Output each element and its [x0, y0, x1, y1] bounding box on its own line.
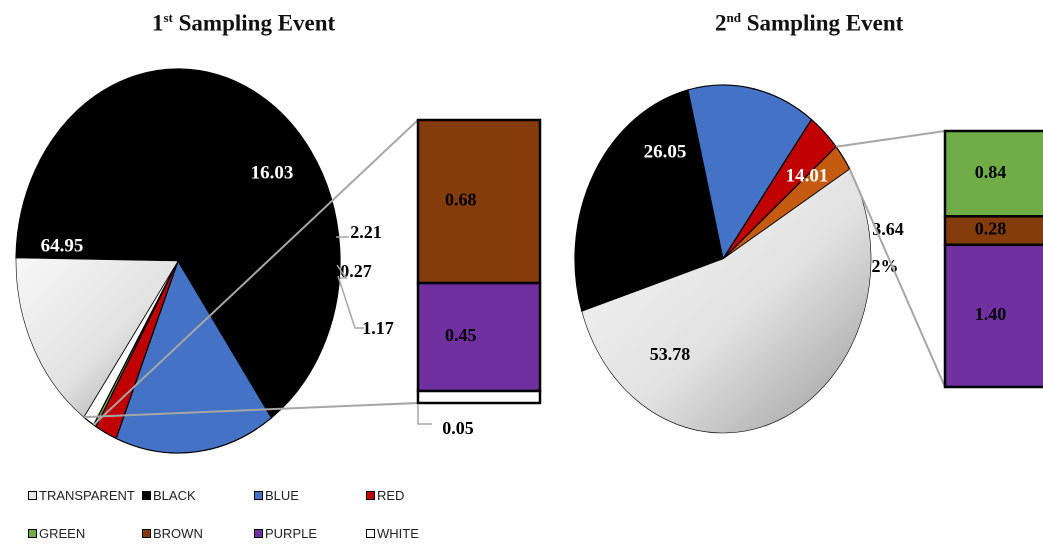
chart-2-title-suffix: nd [726, 10, 741, 25]
bar-label-white: 0.05 [442, 418, 474, 438]
legend-swatch-purple [254, 529, 263, 538]
legend-label-transparent: TRANSPARENT [39, 488, 135, 503]
bar-label-purple: 0.45 [445, 325, 477, 345]
chart-2: 26.05 14.01 3.64 2% 53.78 0.84 0.28 1.40 [574, 84, 1043, 434]
pie-slice-transparent [581, 168, 872, 434]
connector-line-top [92, 119, 419, 426]
bar-label-brown: 0.28 [975, 219, 1007, 239]
chart-1-title-num: 1 [152, 10, 164, 36]
pie-label-transparent: 15.36 [256, 315, 297, 335]
pie-slice-blue [115, 259, 273, 454]
chart-1-title: 1st Sampling Event [152, 10, 335, 37]
pie-label-other: 2% [872, 256, 899, 276]
bar-label-green: 0.84 [975, 162, 1007, 182]
bar-segment-green [943, 129, 1043, 218]
legend-swatch-black [142, 491, 151, 500]
pie-label-blue: 16.03 [251, 162, 294, 183]
legend-swatch-green [28, 529, 37, 538]
bar-label-purple: 1.40 [975, 304, 1007, 324]
pie-label-other: 1.17 [362, 318, 394, 338]
legend-label-blue: BLUE [265, 488, 299, 503]
pie-label-green: 0.27 [340, 261, 372, 281]
pie-label-transparent: 53.78 [650, 344, 691, 364]
leader-line-green [336, 264, 348, 279]
chart-1: 64.95 16.03 2.21 0.27 1.17 15.36 0.68 0.45 0.05 [15, 68, 542, 454]
legend-item-transparent: TRANSPARENT [28, 488, 135, 503]
connector-line-top [835, 130, 946, 148]
pie-label-red: 3.64 [872, 219, 904, 239]
legend-item-white: WHITE [366, 526, 419, 541]
chart-1-title-suffix: st [163, 10, 173, 25]
legend-item-blue: BLUE [254, 488, 299, 503]
legend-swatch-red [366, 491, 375, 500]
legend-label-white: WHITE [377, 526, 419, 541]
pie-label-black: 26.05 [644, 141, 687, 162]
legend-item-black: BLACK [142, 488, 196, 503]
legend-item-purple: PURPLE [254, 526, 317, 541]
legend-item-brown: BROWN [142, 526, 203, 541]
bar-segment-brown [416, 118, 542, 285]
legend-label-green: GREEN [39, 526, 86, 541]
chart-1-title-main: Sampling Event [178, 10, 336, 36]
legend-label-black: BLACK [153, 488, 196, 503]
pie-slice-black [574, 89, 724, 313]
chart-2-title-main: Sampling Event [746, 10, 904, 36]
pie-slice-transparent [15, 257, 179, 418]
legend-label-brown: BROWN [153, 526, 203, 541]
legend-swatch-blue [254, 491, 263, 500]
legend-swatch-brown [142, 529, 151, 538]
pie-label-red: 2.21 [350, 222, 382, 242]
legend-item-red: RED [366, 488, 404, 503]
legend-label-red: RED [377, 488, 405, 503]
pie-slice-black [15, 68, 341, 419]
pie-label-black: 64.95 [41, 235, 84, 256]
leader-line-other [337, 275, 364, 329]
pie-slice-blue [687, 84, 813, 261]
bar-segment-purple [416, 281, 542, 393]
pie-label-blue: 14.01 [786, 165, 829, 186]
connector-line-bottom [83, 402, 419, 419]
legend-swatch-transparent [28, 491, 37, 500]
connector-line-bottom [848, 168, 946, 388]
chart-2-title-num: 2 [715, 10, 727, 36]
bar-segment-white [416, 389, 542, 405]
chart-2-title: 2nd Sampling Event [715, 10, 903, 37]
bar-label-brown: 0.68 [445, 190, 477, 210]
legend-item-green: GREEN [28, 526, 85, 541]
legend-label-purple: PURPLE [265, 526, 318, 541]
legend-swatch-white [366, 529, 375, 538]
bar-segment-purple [943, 243, 1043, 389]
leader-line-white [417, 404, 432, 425]
